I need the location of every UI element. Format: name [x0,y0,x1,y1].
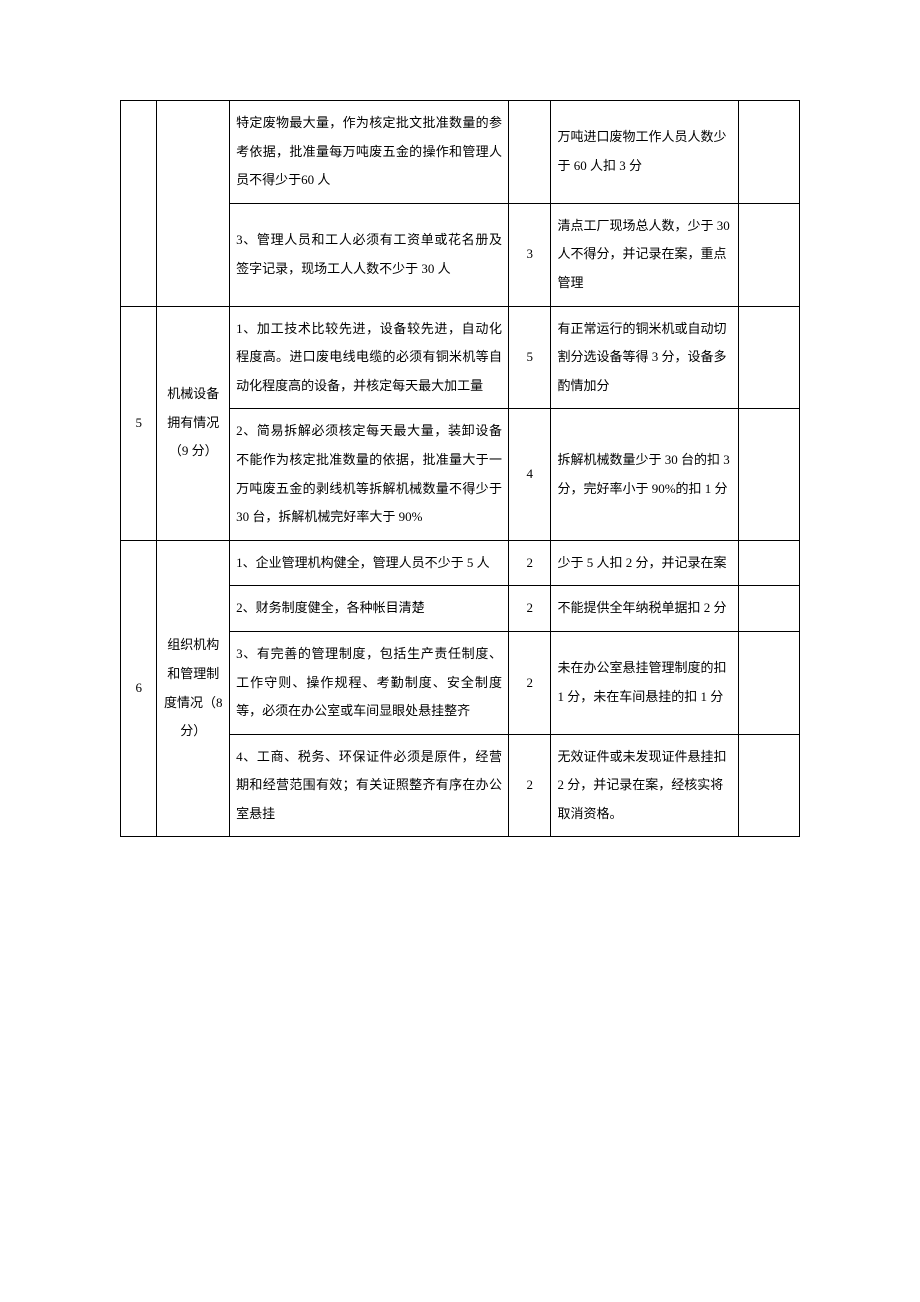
cell-last [739,203,800,306]
cell-last [739,586,800,632]
cell-rule: 无效证件或未发现证件悬挂扣 2 分，并记录在案，经核实将取消资格。 [551,734,739,837]
cell-req: 1、企业管理机构健全，管理人员不少于 5 人 [230,540,509,586]
cell-score: 5 [509,306,551,409]
cell-last [739,734,800,837]
cell-cat: 组织机构和管理制度情况（8分） [157,540,230,837]
table-row: 特定废物最大量，作为核定批文批准数量的参考依据，批准量每万吨废五金的操作和管理人… [121,101,800,204]
cell-score: 2 [509,631,551,734]
cell-rule: 不能提供全年纳税单据扣 2 分 [551,586,739,632]
table-body: 特定废物最大量，作为核定批文批准数量的参考依据，批准量每万吨废五金的操作和管理人… [121,101,800,837]
cell-req: 1、加工技术比较先进，设备较先进，自动化程度高。进口废电线电缆的必须有铜米机等自… [230,306,509,409]
cell-req: 2、简易拆解必须核定每天最大量，装卸设备不能作为核定批准数量的依据，批准量大于一… [230,409,509,540]
cell-cat [157,101,230,307]
cell-last [739,631,800,734]
cell-last [739,306,800,409]
cell-last [739,101,800,204]
cell-idx [121,101,157,307]
cell-idx: 5 [121,306,157,540]
cell-idx: 6 [121,540,157,837]
table-row: 5 机械设备拥有情况（9 分） 1、加工技术比较先进，设备较先进，自动化程度高。… [121,306,800,409]
cell-rule: 拆解机械数量少于 30 台的扣 3 分，完好率小于 90%的扣 1 分 [551,409,739,540]
table-row: 6 组织机构和管理制度情况（8分） 1、企业管理机构健全，管理人员不少于 5 人… [121,540,800,586]
cell-score: 2 [509,734,551,837]
cell-rule: 少于 5 人扣 2 分，并记录在案 [551,540,739,586]
cell-score: 3 [509,203,551,306]
cell-req: 特定废物最大量，作为核定批文批准数量的参考依据，批准量每万吨废五金的操作和管理人… [230,101,509,204]
cell-req: 4、工商、税务、环保证件必须是原件，经营期和经营范围有效；有关证照整齐有序在办公… [230,734,509,837]
cell-last [739,409,800,540]
cell-rule: 有正常运行的铜米机或自动切割分选设备等得 3 分，设备多酌情加分 [551,306,739,409]
cell-score: 2 [509,540,551,586]
cell-rule: 未在办公室悬挂管理制度的扣 1 分，未在车间悬挂的扣 1 分 [551,631,739,734]
cell-req: 2、财务制度健全，各种帐目清楚 [230,586,509,632]
cell-score: 2 [509,586,551,632]
cell-cat: 机械设备拥有情况（9 分） [157,306,230,540]
cell-score [509,101,551,204]
cell-rule: 万吨进口废物工作人员人数少于 60 人扣 3 分 [551,101,739,204]
assessment-table: 特定废物最大量，作为核定批文批准数量的参考依据，批准量每万吨废五金的操作和管理人… [120,100,800,837]
cell-last [739,540,800,586]
cell-req: 3、有完善的管理制度，包括生产责任制度、工作守则、操作规程、考勤制度、安全制度等… [230,631,509,734]
cell-rule: 清点工厂现场总人数，少于 30 人不得分，并记录在案，重点管理 [551,203,739,306]
cell-req: 3、管理人员和工人必须有工资单或花名册及签字记录，现场工人人数不少于 30 人 [230,203,509,306]
cell-score: 4 [509,409,551,540]
